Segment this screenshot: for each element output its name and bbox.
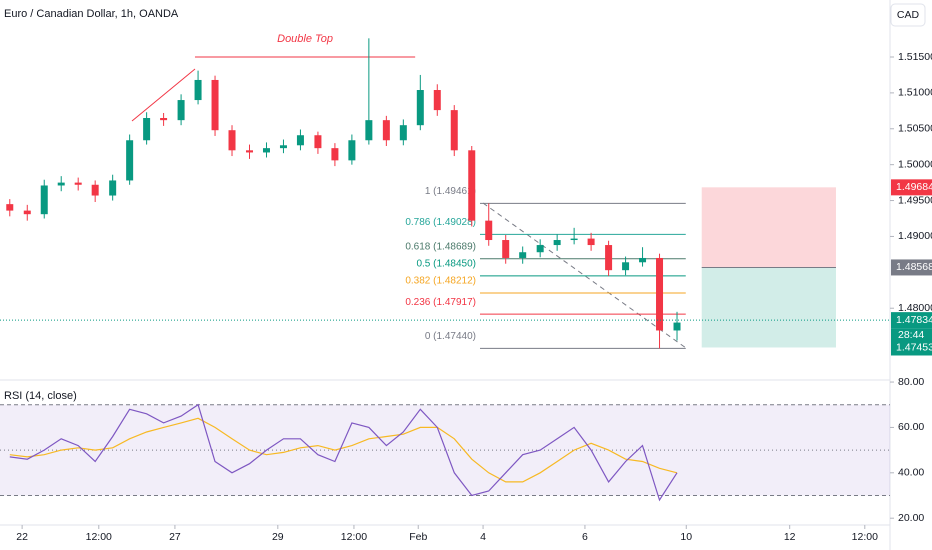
x-tick-label: Feb [409,531,427,543]
rsi-y-tick-label: 20.00 [898,512,924,524]
candle-body [639,257,647,263]
fib-label: 0.618 (1.48689) [405,241,476,252]
candle-body [416,90,424,126]
last-price-label-bg [891,312,932,329]
x-tick-label: 4 [480,531,486,543]
candle-body [57,182,65,186]
candle-body [382,120,390,141]
candle-body [262,148,270,153]
candle-body [622,262,630,271]
fib-label: 1 (1.49461) [425,186,476,197]
candle-body [570,238,578,241]
candle-body [194,79,202,101]
candle-body [502,240,510,258]
candle-body [399,125,407,141]
candle-body [450,110,458,151]
fib-label: 0.382 (1.48212) [405,276,476,287]
fib-label: 0 (1.47440) [425,331,476,342]
candle-body [296,135,304,146]
candle-body [211,79,219,131]
candle-body [74,182,82,185]
entry-price-label-bg [891,259,932,276]
x-tick-label: 12:00 [86,531,112,543]
candle-body [91,184,99,196]
candle-body [553,240,561,246]
currency[interactable]: CAD [897,9,920,21]
fib-label: 0.786 (1.49028) [405,217,476,228]
y-tick-label: 1.49000 [898,230,932,242]
candle-body [673,322,681,331]
x-tick-label: 12 [784,531,796,543]
candle-body [519,252,527,258]
y-tick-label: 1.51000 [898,87,932,99]
target-price-label: 1.47453 [896,341,932,353]
rsi-y-tick-label: 40.00 [898,467,924,479]
fib-trend-line [482,202,687,349]
candle-body [314,135,322,149]
candle-body [109,180,117,196]
candle-body [587,238,595,246]
candle-body [468,150,476,221]
candle-body [160,118,168,121]
candle-body [126,140,134,181]
x-tick-label: 10 [680,531,692,543]
candle-body [177,100,185,121]
countdown-bg [891,328,932,343]
candle-body [433,90,441,111]
candle-body [605,245,613,271]
y-tick-label: 1.51500 [898,51,932,63]
rsi-line [9,417,678,483]
x-tick-label: 27 [169,531,181,543]
candle-body [23,210,31,215]
stop-zone [701,187,836,268]
candle-body [331,148,339,161]
target-zone [701,267,836,348]
candle-body [143,118,151,141]
target-price-label-bg [891,339,932,356]
candle-body [656,257,664,331]
chart-title: Euro / Canadian Dollar, 1h, OANDA [4,8,179,20]
double-top-label: Double Top [277,33,333,45]
candle-body [40,185,48,215]
entry-price-label: 1.48568 [896,261,932,273]
fib-label: 0.5 (1.48450) [416,259,476,270]
stop-price-label: 1.49684 [896,181,932,193]
x-tick-label: 12:00 [341,531,367,543]
fib-label: 0.236 (1.47917) [405,297,476,308]
rsi-line [9,403,678,502]
y-tick-label: 1.48000 [898,302,932,314]
rsi-y-tick-label: 80.00 [898,376,924,388]
countdown: 28:44 [898,329,924,341]
stop-price-label-bg [891,179,932,196]
y-tick-label: 1.50500 [898,123,932,135]
currency-box[interactable] [890,3,926,27]
candle-body [279,145,287,149]
candle-body [6,204,14,211]
x-tick-label: 29 [272,531,284,543]
x-tick-label: 6 [582,531,588,543]
candle-body [365,120,373,141]
candle-body [228,130,236,151]
x-tick-label: 12:00 [852,531,878,543]
rsi-y-tick-label: 60.00 [898,421,924,433]
trend-line [131,68,196,122]
y-tick-label: 1.49500 [898,194,932,206]
y-tick-label: 1.50000 [898,158,932,170]
last-price-label: 1.47834 [896,314,932,326]
rsi-label: RSI (14, close) [4,390,77,402]
candle-body [246,150,254,153]
candle-body [348,140,356,161]
candle-body [485,220,493,241]
candle-body [536,245,544,253]
x-tick-label: 22 [16,531,28,543]
